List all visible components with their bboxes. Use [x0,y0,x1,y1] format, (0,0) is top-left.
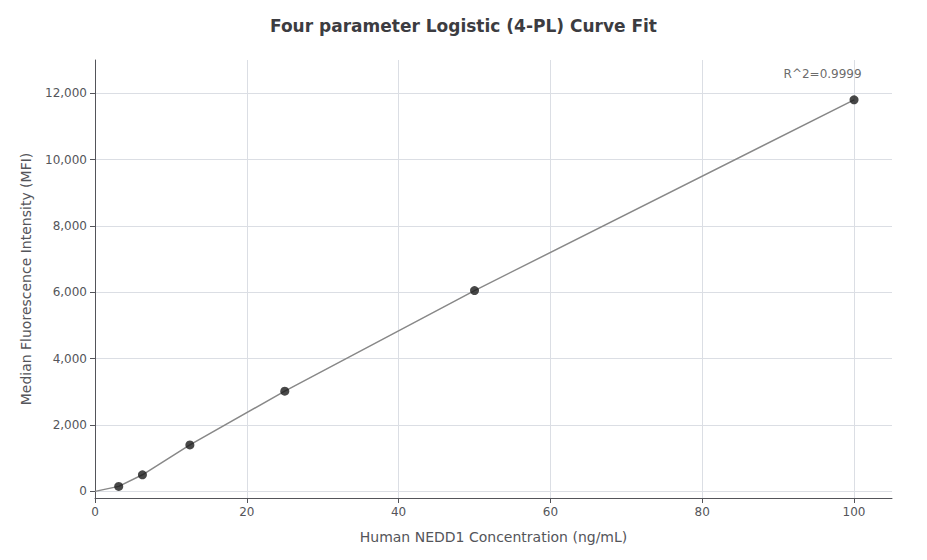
svg-text:Median Fluorescence Intensity: Median Fluorescence Intensity (MFI) [18,153,34,406]
svg-text:0: 0 [91,505,99,519]
svg-text:40: 40 [391,505,406,519]
svg-text:8,000: 8,000 [53,219,87,233]
svg-text:12,000: 12,000 [45,86,87,100]
svg-text:6,000: 6,000 [53,285,87,299]
svg-text:R^2=0.9999: R^2=0.9999 [784,67,862,81]
svg-text:0: 0 [79,484,87,498]
svg-text:100: 100 [843,505,866,519]
svg-text:4,000: 4,000 [53,352,87,366]
svg-text:80: 80 [695,505,710,519]
svg-text:10,000: 10,000 [45,153,87,167]
svg-text:20: 20 [239,505,254,519]
svg-text:Human NEDD1 Concentration (ng/: Human NEDD1 Concentration (ng/mL) [360,529,628,545]
svg-text:60: 60 [543,505,558,519]
svg-text:2,000: 2,000 [53,418,87,432]
svg-text:Four parameter Logistic (4-PL): Four parameter Logistic (4-PL) Curve Fit [270,16,657,36]
